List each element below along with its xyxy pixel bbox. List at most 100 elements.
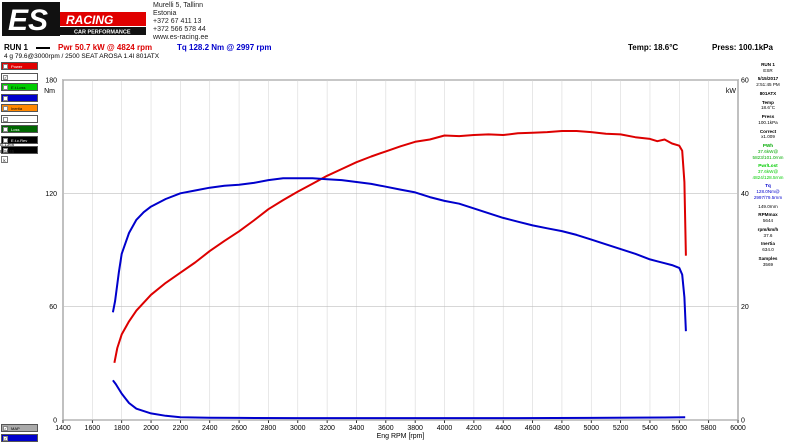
legend-label: E.t.c.Rev bbox=[11, 137, 28, 143]
logo-subtitle: CAR PERFORMANCE bbox=[74, 30, 131, 36]
info-value: 149.0rnm bbox=[758, 203, 778, 209]
info-value: 128.0Nm@ 2997/79.5rnm bbox=[753, 189, 783, 200]
info-item: 5/15/2017 2:51:45 PM bbox=[748, 76, 788, 87]
x-tick-label: 6000 bbox=[730, 425, 746, 432]
logo-es-mark: ES bbox=[8, 4, 48, 37]
info-item: 801ATX bbox=[748, 91, 788, 97]
x-tick-label: 5200 bbox=[613, 425, 629, 432]
info-label: RPMmax bbox=[758, 212, 778, 218]
legend-row[interactable]: ✓ Power bbox=[1, 62, 38, 70]
info-value: 37.6 bbox=[763, 232, 773, 238]
x-tick-label: 3000 bbox=[290, 425, 306, 432]
legend-checkbox[interactable]: ✓ bbox=[3, 436, 8, 441]
x-tick-label: 4200 bbox=[466, 425, 482, 432]
address-line: www.es-racing.ee bbox=[153, 34, 209, 41]
info-label: 801ATX bbox=[759, 90, 777, 96]
info-label: Temp bbox=[762, 99, 774, 105]
info-label: Correct bbox=[759, 128, 777, 134]
legend-checkbox[interactable] bbox=[3, 85, 8, 90]
legend-checkbox[interactable] bbox=[3, 127, 8, 132]
x-tick-label: 2200 bbox=[173, 425, 189, 432]
info-item: Samples 3569 bbox=[748, 256, 788, 267]
legend-checkbox[interactable] bbox=[3, 116, 8, 122]
torque-peak: Tq 128.2 Nm @ 2997 rpm bbox=[177, 43, 272, 52]
legend-checkbox[interactable]: ✓ bbox=[3, 64, 8, 69]
y-left-tick-label: 0 bbox=[53, 418, 57, 425]
legend-checkbox[interactable]: ✓ bbox=[3, 95, 8, 101]
info-value: 5644 bbox=[762, 218, 774, 224]
info-panel: RUN 1 ESR 5/15/2017 2:51:45 PM 801ATX Temp 18.… bbox=[748, 62, 788, 270]
plot-frame bbox=[62, 79, 739, 421]
legend-checkbox[interactable] bbox=[3, 106, 8, 111]
legend-label: E.t.Loss bbox=[11, 85, 26, 90]
info-label: RUN 1 bbox=[761, 62, 775, 67]
legend-row[interactable]: ✓ E.t.c.Rev bbox=[1, 135, 38, 144]
info-item: rpm/km/h 37.6 bbox=[748, 227, 788, 238]
info-value: 18.6°C bbox=[760, 105, 776, 111]
legend-checkbox[interactable]: ✓ bbox=[3, 137, 8, 143]
y-right-axis-label: kW bbox=[726, 88, 737, 95]
x-tick-label: 4600 bbox=[525, 425, 541, 432]
series-line-loss bbox=[112, 379, 686, 420]
info-label: 5/15/2017 bbox=[757, 76, 779, 82]
run-line-swatch bbox=[36, 47, 50, 49]
legend-row[interactable]: E.t.Loss bbox=[1, 83, 38, 91]
x-tick-label: 5000 bbox=[583, 425, 599, 432]
x-tick-label: 1400 bbox=[55, 425, 71, 432]
x-tick-label: 5400 bbox=[642, 425, 658, 432]
legend-row[interactable]: Loss bbox=[1, 125, 38, 133]
legend-checkbox[interactable] bbox=[3, 148, 8, 153]
info-label: Tq bbox=[765, 183, 771, 189]
y-left-tick-label: 60 bbox=[49, 304, 57, 311]
y-right-tick-label: 20 bbox=[741, 304, 749, 311]
info-value: 634.0 bbox=[762, 247, 774, 253]
info-label: Press bbox=[761, 114, 775, 120]
x-tick-label: 4400 bbox=[495, 425, 511, 432]
info-item: Pwr/Lost 37.6kW@ 4824/128.5rnm bbox=[748, 163, 788, 180]
legend-row[interactable] bbox=[1, 146, 38, 154]
legend-label: Inertia bbox=[11, 106, 23, 111]
legend-row[interactable] bbox=[1, 114, 38, 123]
y-left-tick-label: 120 bbox=[45, 191, 57, 198]
x-tick-label: 2400 bbox=[202, 425, 218, 432]
info-label: Pwr/Lost bbox=[758, 163, 778, 169]
legend-label: Power bbox=[11, 64, 23, 69]
zoom-button[interactable]: k bbox=[1, 156, 8, 163]
address-line: +372 67 411 13 bbox=[153, 18, 202, 25]
x-tick-label: 2000 bbox=[143, 425, 159, 432]
x-tick-label: 1800 bbox=[114, 425, 130, 432]
info-item: Press 100.1kPa bbox=[748, 114, 788, 125]
legend-row-bottom[interactable]: ✓ MAP bbox=[1, 424, 38, 432]
info-item: Inertia 634.0 bbox=[748, 241, 788, 252]
address-line: +372 566 578 44 bbox=[153, 26, 206, 33]
x-tick-label: 3400 bbox=[349, 425, 365, 432]
x-tick-label: 4000 bbox=[437, 425, 453, 432]
temperature: Temp: 18.6°C bbox=[628, 43, 679, 52]
info-label: rpm/km/h bbox=[757, 226, 779, 232]
x-axis-label: Eng RPM [rpm] bbox=[377, 433, 425, 440]
legend-checkbox[interactable]: ✓ bbox=[3, 74, 8, 80]
info-item: Correct x1.009 bbox=[748, 129, 788, 140]
info-value: 37.6kW@ 5823/101.0rnm bbox=[752, 148, 784, 160]
stat-start: B.1366 bbox=[0, 142, 15, 147]
address-line: Murelli 5, Tallinn bbox=[153, 2, 204, 9]
legend-checkbox[interactable]: ✓ bbox=[3, 426, 8, 431]
legend-row-bottom[interactable]: ✓ bbox=[1, 434, 38, 442]
info-value: 3569 bbox=[762, 261, 774, 267]
legend-row[interactable]: ✓ bbox=[1, 72, 38, 81]
run-description: 4 g 79.6@3000rpm / 2500 SEAT AROSA 1.4I … bbox=[4, 53, 160, 60]
x-tick-label: 5600 bbox=[672, 425, 688, 432]
x-tick-label: 3600 bbox=[378, 425, 394, 432]
power-peak: Pwr 50.7 kW @ 4824 rpm bbox=[58, 43, 153, 52]
es-racing-logo: ES RACING CAR PERFORMANCE bbox=[2, 2, 146, 37]
info-value: 100.1kPa bbox=[758, 119, 778, 125]
address-line: Estonia bbox=[153, 10, 177, 17]
info-item: RUN 1 ESR bbox=[748, 62, 788, 73]
info-item: Temp 18.6°C bbox=[748, 100, 788, 111]
dyno-chart: 1400 1600 1800 2000 2200 2400 2600 2800 3000 3200… bbox=[44, 78, 749, 441]
legend-label: MAP bbox=[11, 426, 20, 431]
legend-row[interactable]: ✓ bbox=[1, 93, 38, 102]
legend-row[interactable]: Inertia bbox=[1, 104, 38, 112]
logo-racing-text: RACING bbox=[66, 13, 113, 27]
x-tick-label: 2800 bbox=[261, 425, 277, 432]
